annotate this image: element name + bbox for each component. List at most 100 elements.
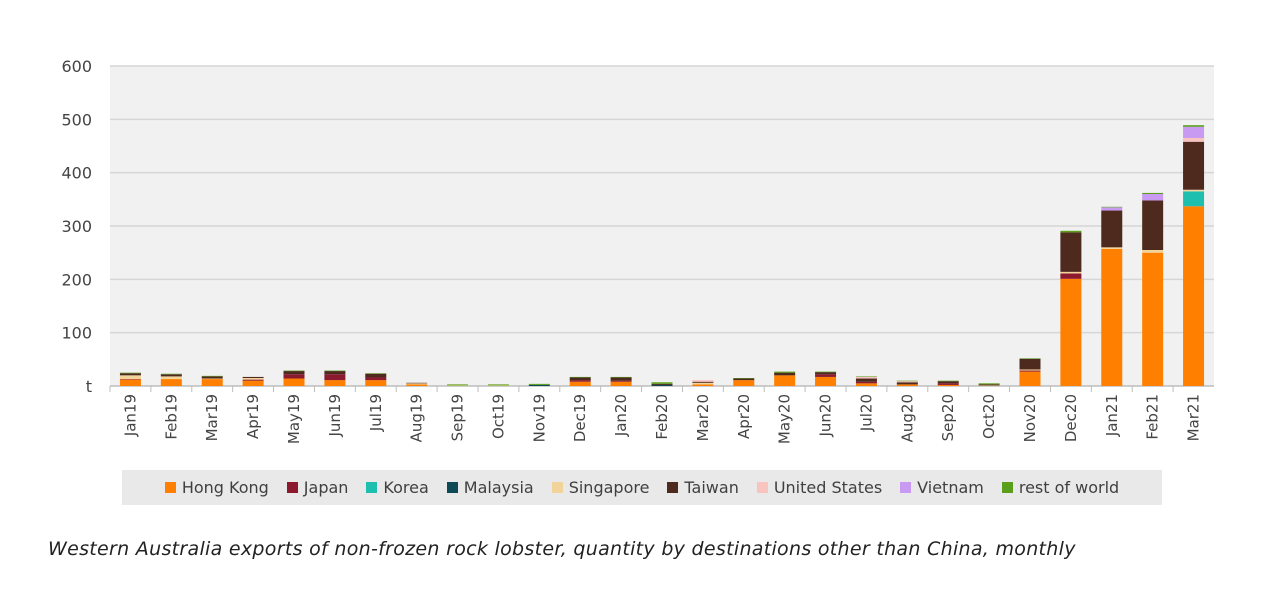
bar-segment-japan (365, 377, 387, 381)
bar-segment-taiwan (1060, 232, 1082, 272)
x-tick-label: Aug19 (408, 394, 426, 442)
bar-segment-rest-of-world (119, 372, 141, 374)
x-tick-label: Dec19 (571, 394, 589, 442)
bar-segment-hong-kong (937, 384, 959, 386)
x-tick-label: Jul20 (857, 394, 875, 432)
bar-segment-taiwan (896, 382, 918, 385)
bar-segment-rest-of-world (160, 373, 182, 375)
x-tick-label: Dec20 (1062, 394, 1080, 442)
legend-label: Japan (303, 478, 349, 497)
x-tick-label: Jul19 (367, 394, 385, 432)
x-tick-label: Nov19 (530, 394, 548, 442)
bar-segment-taiwan (610, 377, 632, 381)
legend: Hong Kong Japan Korea Malaysia Singapore Taiw… (122, 470, 1162, 505)
legend-item: Singapore (551, 478, 650, 497)
chart-caption: Western Australia exports of non-frozen … (48, 538, 1076, 560)
y-tick-label: 300 (61, 217, 92, 236)
bar-segment-rest-of-world (283, 370, 305, 372)
legend-label: Hong Kong (181, 478, 269, 497)
x-tick-label: Jun20 (817, 394, 835, 438)
x-tick-label: Feb20 (653, 394, 671, 440)
legend-label: Vietnam (917, 478, 984, 497)
bar-segment-singapore (160, 376, 182, 380)
y-tick-label: 400 (61, 164, 92, 183)
bar-segment-united-states (896, 381, 918, 383)
bar-segment-united-states (692, 380, 714, 382)
y-tick-label: 100 (61, 324, 92, 343)
bar-segment-taiwan (365, 373, 387, 378)
legend-label: Korea (383, 478, 429, 497)
bar-segment-rest-of-world (1183, 125, 1205, 127)
y-tick-label: 500 (61, 110, 92, 129)
bar-segment-japan (1060, 273, 1082, 279)
bar-segment-japan (283, 374, 305, 379)
bar-segment-japan (610, 380, 632, 382)
legend-label: Taiwan (684, 478, 739, 497)
bar-segment-hong-kong (815, 376, 837, 386)
bar-segment-singapore (1142, 250, 1164, 253)
bar-segment-hong-kong (201, 379, 223, 386)
bar-segment-singapore (447, 385, 469, 386)
bar-segment-rest-of-world (447, 384, 469, 386)
bar-segment-rest-of-world (978, 383, 1000, 385)
bar-segment-japan (242, 379, 264, 381)
bar-segment-singapore (242, 378, 264, 380)
bar-segment-vietnam (1101, 207, 1123, 211)
bar-segment-japan (855, 381, 877, 384)
bar-segment-hong-kong (1142, 252, 1164, 386)
bar-segment-rest-of-world (528, 383, 550, 385)
bar-segment-rest-of-world (487, 384, 509, 386)
bar-segment-hong-kong (1060, 278, 1082, 386)
legend-swatch (667, 482, 679, 493)
bar-segment-taiwan (855, 378, 877, 382)
bar-segment-rest-of-world (1060, 230, 1082, 233)
legend-swatch (446, 482, 458, 493)
bar-segment-hong-kong (160, 379, 182, 386)
bar-segment-hong-kong (1183, 206, 1205, 386)
legend-swatch (756, 482, 768, 493)
legend-item: Japan (286, 478, 349, 497)
bar-segment-rest-of-world (896, 380, 918, 382)
bar-segment-hong-kong (283, 378, 305, 386)
bar-segment-korea (1183, 191, 1205, 207)
x-tick-label: Jan20 (612, 394, 630, 437)
bar-segment-rest-of-world (815, 371, 837, 373)
bar-segment-taiwan (1019, 358, 1041, 370)
bar-segment-vietnam (1183, 126, 1205, 138)
legend-label: Malaysia (463, 478, 534, 497)
bar-segment-rest-of-world (569, 376, 591, 378)
x-tick-label: Sep19 (449, 394, 467, 441)
bar-segment-japan (937, 383, 959, 385)
bar-segment-taiwan (937, 381, 959, 384)
bar-segment-taiwan (774, 372, 796, 376)
bar-segment-singapore (1101, 247, 1123, 249)
bar-segment-taiwan (406, 382, 428, 384)
x-tick-label: Mar20 (694, 394, 712, 441)
bar-segment-japan (119, 379, 141, 380)
x-tick-label: Jan21 (1103, 394, 1121, 437)
legend-label: Singapore (568, 478, 650, 497)
bar-segment-rest-of-world (1101, 206, 1123, 208)
x-tick-label: Sep20 (939, 394, 957, 441)
bar-segment-hong-kong (119, 379, 141, 386)
bar-segment-hong-kong (855, 383, 877, 386)
bar-segment-singapore (692, 382, 714, 385)
bar-segment-malaysia (528, 384, 550, 386)
bar-segment-rest-of-world (937, 380, 959, 382)
legend-item: Korea (366, 478, 429, 497)
bar-segment-hong-kong (1101, 248, 1123, 386)
x-tick-label: Apr20 (735, 394, 753, 439)
bar-segment-singapore (978, 385, 1000, 386)
bar-segment-taiwan (651, 383, 673, 385)
bar-segment-hong-kong (896, 384, 918, 386)
bar-segment-singapore (1060, 271, 1082, 274)
bar-segment-singapore (201, 378, 223, 380)
x-tick-label: Jan19 (121, 394, 139, 437)
bar-segment-rest-of-world (324, 370, 346, 372)
x-tick-label: Feb19 (162, 394, 180, 440)
bar-segment-rest-of-world (201, 375, 223, 377)
bar-segment-taiwan (160, 374, 182, 377)
bar-segment-rest-of-world (733, 378, 755, 379)
x-tick-label: Apr19 (244, 394, 262, 439)
bar-segment-rest-of-world (774, 371, 796, 373)
